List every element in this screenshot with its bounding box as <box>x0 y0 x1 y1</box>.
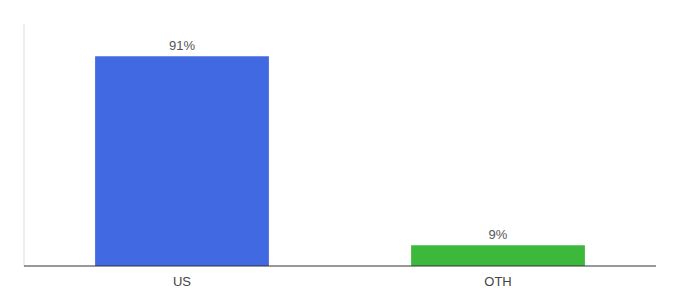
x-tick-label: US <box>173 274 191 289</box>
x-axis-line <box>24 266 656 267</box>
data-label: 91% <box>169 38 195 53</box>
x-tick-label: OTH <box>484 274 511 289</box>
bars <box>95 56 585 266</box>
data-label: 9% <box>489 227 508 242</box>
chart: 91% US 9% OTH <box>0 0 680 300</box>
chart-container: 91% US 9% OTH <box>0 0 680 300</box>
bar <box>411 245 585 266</box>
bar <box>95 56 269 266</box>
plot-area: 91% US 9% OTH <box>24 24 656 289</box>
value-axis-line <box>24 24 25 266</box>
labels: 91% US 9% OTH <box>169 38 512 289</box>
